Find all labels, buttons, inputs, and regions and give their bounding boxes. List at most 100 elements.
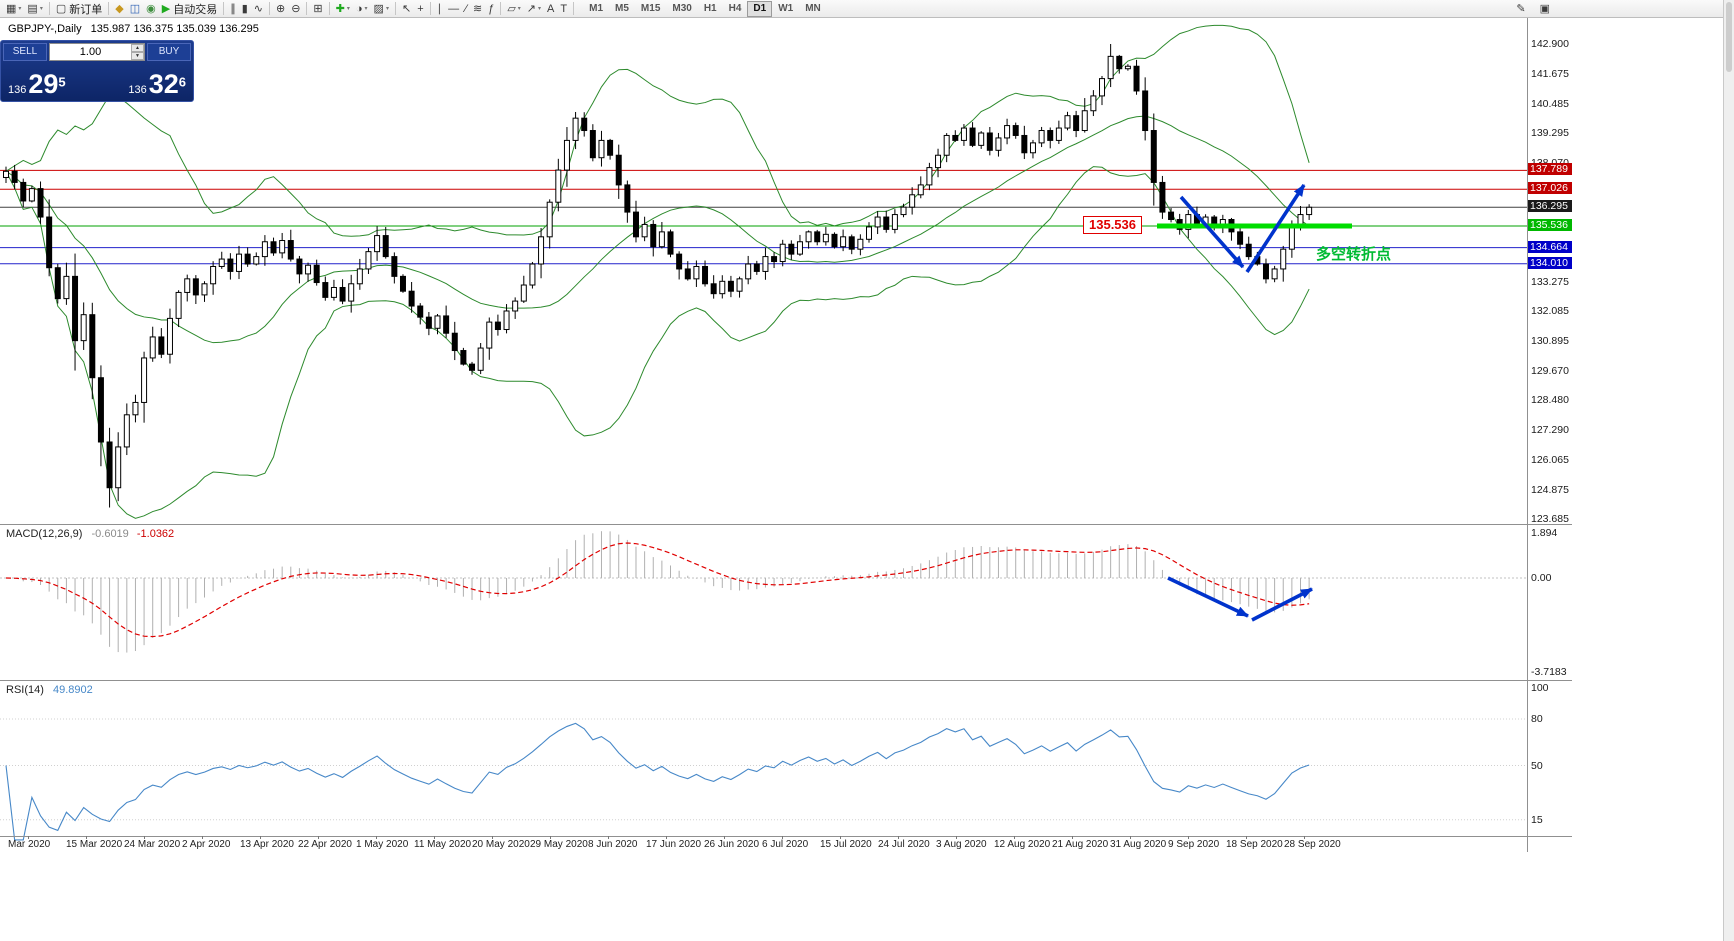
sell-price-figure: 136: [8, 84, 27, 96]
new-order-button-label: 新订单: [69, 3, 103, 16]
zoom-out-icon: ⊖: [291, 2, 301, 15]
shapes-icon: ▱: [507, 2, 516, 15]
horizontal-line-icon[interactable]: ―: [445, 1, 462, 17]
toolbar-separator: [306, 2, 308, 15]
layers-icon[interactable]: ▣: [1537, 1, 1553, 17]
toolbar-separator: [429, 2, 431, 15]
channel-icon: ≋: [472, 2, 483, 15]
volume-control[interactable]: 1.00 ▲ ▼: [49, 43, 145, 61]
macd-title: MACD(12,26,9): [6, 528, 83, 540]
date-label: 31 Aug 2020: [1110, 839, 1167, 850]
price-axis-border: [1527, 18, 1528, 852]
buy-price-point: 6: [178, 74, 186, 90]
text-label-icon[interactable]: T: [557, 1, 570, 17]
timeframe-m1[interactable]: M1: [589, 2, 604, 14]
toolbar-separator: [48, 2, 50, 15]
window-scrollbar[interactable]: [1723, 0, 1734, 941]
periods-icon[interactable]: ◑ ▾: [353, 1, 371, 17]
buy-price: 136326: [128, 69, 186, 99]
market-watch-icon[interactable]: ◆: [112, 1, 126, 17]
zoom-in-icon[interactable]: ⊕: [273, 1, 288, 17]
profiles-icon: ▤: [27, 2, 38, 15]
tile-windows-icon[interactable]: ⊞: [310, 1, 325, 17]
candlestick-chart-icon[interactable]: ▮: [239, 1, 251, 17]
toolbar-separator: [223, 2, 225, 15]
panel-splitter-macd[interactable]: [0, 524, 1572, 525]
auto-trading-button[interactable]: ▶ 自动交易: [159, 1, 220, 17]
macd-main-value: -0.6019: [91, 528, 129, 540]
fibonacci-icon[interactable]: ƒ: [485, 1, 497, 17]
timeframe-m15[interactable]: M15: [640, 2, 661, 14]
date-label: 8 Jun 2020: [588, 839, 638, 850]
price-tag: 135.536: [1528, 219, 1572, 232]
price-level-label[interactable]: 135.536: [1083, 216, 1142, 234]
timeframe-h4[interactable]: H4: [728, 2, 742, 14]
scrollbar-thumb[interactable]: [1726, 2, 1732, 72]
one-click-trading-panel: SELL 1.00 ▲ ▼ BUY 136295 136326: [0, 40, 194, 102]
chevron-down-icon[interactable]: ▾: [346, 6, 350, 12]
market-watch-icon: ◆: [115, 2, 124, 15]
templates-icon[interactable]: ▨ ▾: [371, 1, 392, 17]
date-label: 24 Mar 2020: [124, 839, 181, 850]
crosshair-icon[interactable]: +: [414, 1, 426, 17]
templates-icon: ▨: [373, 2, 384, 15]
zoom-out-icon[interactable]: ⊖: [288, 1, 303, 17]
chart-canvas[interactable]: [0, 18, 1724, 941]
vertical-line-icon[interactable]: ∣: [434, 1, 446, 17]
indicators-icon[interactable]: ✚ ▾: [333, 1, 353, 17]
rsi-axis-tick: 80: [1531, 713, 1543, 725]
sell-button[interactable]: SELL: [3, 43, 47, 61]
panel-splitter-rsi[interactable]: [0, 680, 1572, 681]
buy-button[interactable]: BUY: [147, 43, 191, 61]
buy-price-figure: 136: [128, 84, 147, 96]
price-tag: 136.295: [1528, 200, 1572, 213]
indicators-icon: ✚: [335, 2, 345, 15]
toolbar-separator: [268, 2, 270, 15]
date-label: 13 Apr 2020: [240, 839, 294, 850]
trendline-icon: ∕: [465, 2, 467, 15]
chevron-down-icon[interactable]: ▾: [364, 6, 368, 12]
chevron-down-icon[interactable]: ▾: [39, 6, 43, 12]
timeframe-h1[interactable]: H1: [703, 2, 717, 14]
date-label: 3 Aug 2020: [936, 839, 987, 850]
volume-up-icon[interactable]: ▲: [131, 44, 144, 52]
price-axis-tick: 141.675: [1531, 68, 1569, 81]
auto-trading-button: ▶: [161, 2, 171, 15]
trendline-icon[interactable]: ∕: [462, 1, 470, 17]
volume-down-icon[interactable]: ▼: [131, 52, 144, 60]
price-tag: 137.026: [1528, 182, 1572, 195]
timeframe-d1[interactable]: D1: [747, 0, 773, 17]
timeframe-group: M1 M5 M15 M30 H1 H4 D1 W1 MN: [583, 0, 827, 17]
shapes-icon[interactable]: ▱ ▾: [504, 1, 523, 17]
timeframe-mn[interactable]: MN: [805, 2, 821, 14]
date-label: 21 Aug 2020: [1052, 839, 1109, 850]
volume-value[interactable]: 1.00: [79, 46, 102, 58]
timeframe-m30[interactable]: M30: [672, 2, 692, 14]
draw-icon[interactable]: ✎: [1513, 1, 1528, 17]
line-chart-icon[interactable]: ∿: [251, 1, 266, 17]
new-chart-icon[interactable]: ▦ ▾: [3, 1, 24, 17]
date-label: 18 Sep 2020: [1226, 839, 1283, 850]
price-axis-tick: 133.275: [1531, 275, 1569, 288]
profiles-icon[interactable]: ▤ ▾: [24, 1, 45, 17]
chevron-down-icon[interactable]: ▾: [385, 6, 389, 12]
data-window-icon[interactable]: ◫: [127, 1, 143, 17]
turning-point-note[interactable]: 多空转折点: [1316, 246, 1392, 263]
horizontal-line-icon: ―: [448, 2, 460, 15]
cursor-icon[interactable]: ↖: [399, 1, 414, 17]
draw-icon: ✎: [1516, 2, 1526, 15]
navigator-icon[interactable]: ◉: [143, 1, 159, 17]
periods-icon: ◑: [355, 2, 363, 15]
arrows-icon[interactable]: ↗ ▾: [524, 1, 544, 17]
new-order-button[interactable]: ▢ 新订单: [53, 1, 105, 17]
bar-chart-icon[interactable]: ∥: [227, 1, 239, 17]
fibonacci-icon: ƒ: [488, 2, 495, 15]
timeframe-m5[interactable]: M5: [615, 2, 629, 14]
chevron-down-icon[interactable]: ▾: [538, 6, 542, 12]
arrows-icon: ↗: [526, 2, 537, 15]
timeframe-w1[interactable]: W1: [778, 2, 794, 14]
text-icon[interactable]: A: [544, 1, 557, 17]
channel-icon[interactable]: ≋: [470, 1, 485, 17]
chevron-down-icon[interactable]: ▾: [517, 6, 521, 12]
chevron-down-icon[interactable]: ▾: [18, 6, 22, 12]
